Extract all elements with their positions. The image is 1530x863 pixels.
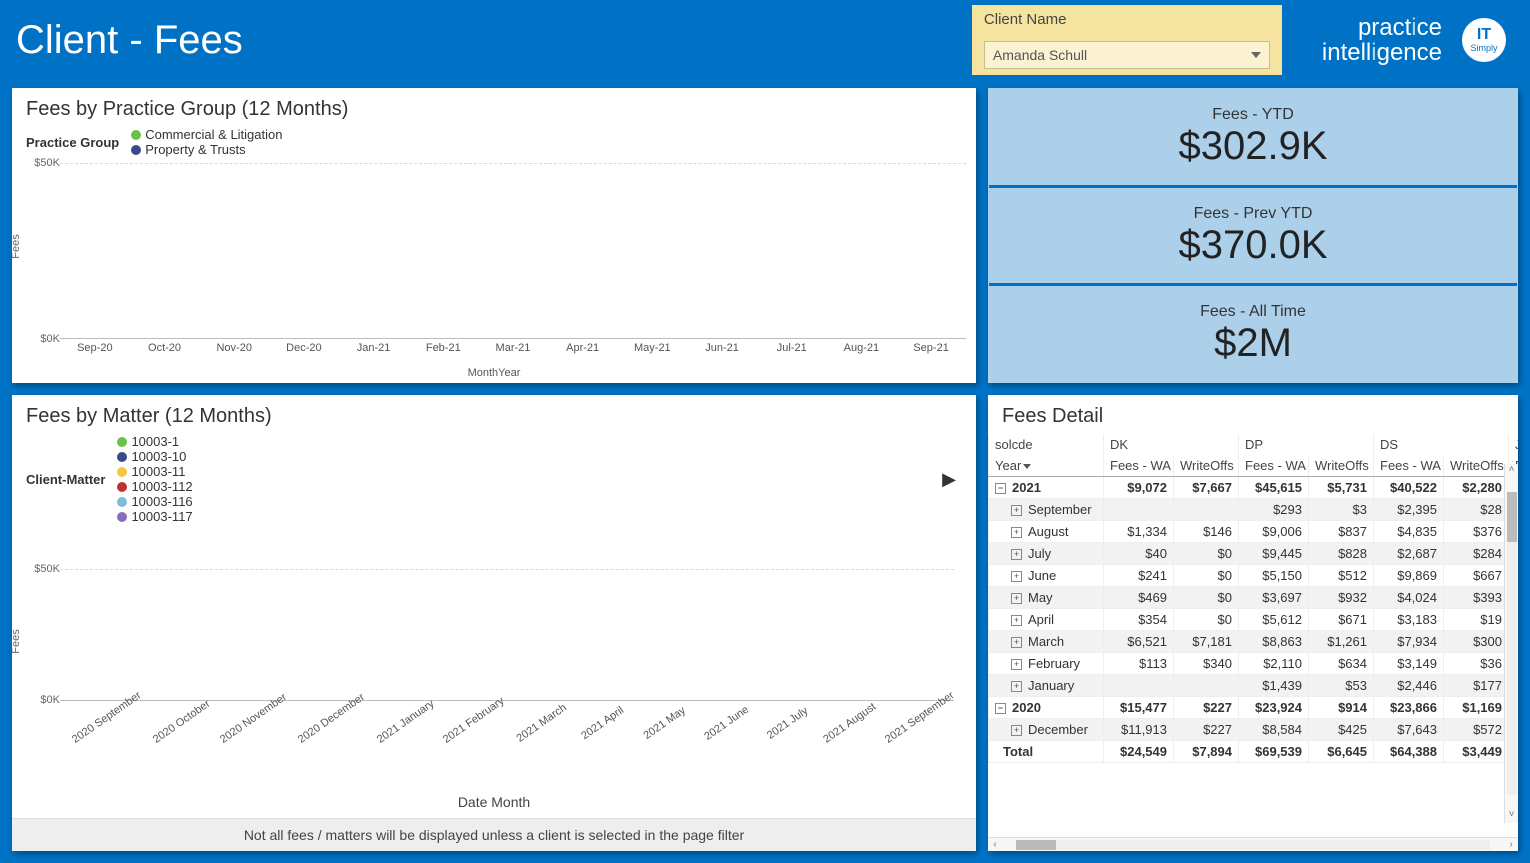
x-label: Sep-20: [60, 339, 130, 367]
x-label: Jun-21: [687, 339, 757, 367]
fees-detail-card: Fees Detail solcdeDKDPDSJDYearFees - WAW…: [988, 395, 1518, 851]
page-title: Client - Fees: [16, 18, 972, 63]
table-row[interactable]: +July$40$0$9,445$828$2,687$284$1,43: [989, 543, 1519, 565]
table-row[interactable]: +August$1,334$146$9,006$837$4,835$376: [989, 521, 1519, 543]
legend-item[interactable]: 10003-117: [117, 509, 192, 524]
kpi-label: Fees - YTD: [1212, 106, 1294, 124]
x-label: Apr-21: [548, 339, 618, 367]
table-row[interactable]: +September$293$3$2,395$28: [989, 499, 1519, 521]
brand: practice intelligence IT Simply: [1322, 15, 1506, 65]
scroll-down-icon[interactable]: ˅: [1509, 809, 1515, 823]
chart2-legend: Client-Matter 10003-1 10003-10 10003-11 …: [12, 434, 976, 530]
x-label: Nov-20: [199, 339, 269, 367]
scroll-up-icon[interactable]: ˄: [1509, 464, 1515, 478]
table-row[interactable]: +February$113$340$2,110$634$3,149$36: [989, 653, 1519, 675]
expand-icon[interactable]: +: [1011, 659, 1022, 670]
chart1-y-label: Fees: [12, 234, 22, 258]
expand-icon[interactable]: +: [1011, 549, 1022, 560]
x-label: Aug-21: [827, 339, 897, 367]
legend-item[interactable]: Commercial & Litigation: [131, 127, 282, 142]
legend-dot-icon: [131, 130, 141, 140]
kpi-1: Fees - Prev YTD $370.0K: [989, 188, 1517, 287]
chart2-area[interactable]: Fees $50K$0K: [12, 530, 976, 790]
x-label: Dec-20: [269, 339, 339, 367]
brand-logo: IT Simply: [1462, 18, 1506, 62]
table-row[interactable]: +January$1,439$53$2,446$177: [989, 675, 1519, 697]
scroll-right-icon[interactable]: ›: [1504, 839, 1518, 850]
expand-icon[interactable]: +: [1011, 681, 1022, 692]
expand-icon[interactable]: +: [1011, 527, 1022, 538]
expand-icon[interactable]: +: [1011, 593, 1022, 604]
scroll-left-icon[interactable]: ‹: [988, 839, 1002, 850]
legend-dot-icon: [117, 437, 127, 447]
sort-icon[interactable]: [1023, 464, 1031, 469]
kpi-value: $370.0K: [1178, 223, 1327, 267]
chart1-area[interactable]: Fees $50K$0K: [12, 163, 976, 367]
fees-detail-table: solcdeDKDPDSJDYearFees - WAWriteOffsFees…: [988, 434, 1518, 763]
fees-by-matter-card: Fees by Matter (12 Months) Client-Matter…: [12, 395, 976, 851]
expand-icon[interactable]: +: [1011, 571, 1022, 582]
chart2-title: Fees by Matter (12 Months): [12, 395, 976, 434]
legend-dot-icon: [117, 497, 127, 507]
client-name-dropdown[interactable]: Amanda Schull: [984, 41, 1270, 69]
expand-icon[interactable]: +: [1011, 505, 1022, 516]
kpi-label: Fees - All Time: [1200, 303, 1306, 321]
legend-item[interactable]: Property & Trusts: [131, 142, 282, 157]
table-row[interactable]: −2020$15,477$227$23,924$914$23,866$1,169…: [989, 697, 1519, 719]
chart2-y-label: Fees: [12, 629, 22, 653]
chart1-legend: Practice Group Commercial & Litigation P…: [12, 127, 976, 163]
legend-item[interactable]: 10003-116: [117, 494, 192, 509]
collapse-icon[interactable]: −: [995, 483, 1006, 494]
client-name-filter: Client Name Amanda Schull: [972, 5, 1282, 75]
x-label: Mar-21: [478, 339, 548, 367]
legend-dot-icon: [117, 482, 127, 492]
collapse-icon[interactable]: −: [995, 703, 1006, 714]
fees-by-practice-group-card: Fees by Practice Group (12 Months) Pract…: [12, 88, 976, 383]
x-label: Sep-21: [896, 339, 966, 367]
fees-detail-title: Fees Detail: [988, 395, 1518, 434]
kpi-value: $2M: [1214, 321, 1292, 365]
chart2-footer-note: Not all fees / matters will be displayed…: [12, 818, 976, 851]
table-total-row: Total$24,549$7,894$69,539$6,645$64,388$3…: [989, 741, 1519, 763]
expand-icon[interactable]: +: [1011, 637, 1022, 648]
x-label: May-21: [618, 339, 688, 367]
expand-icon[interactable]: +: [1011, 725, 1022, 736]
kpi-panel: Fees - YTD $302.9KFees - Prev YTD $370.0…: [988, 88, 1518, 383]
chart1-x-title: MonthYear: [12, 367, 976, 383]
brand-text: practice intelligence: [1322, 15, 1442, 65]
legend-item[interactable]: 10003-1: [117, 434, 192, 449]
chevron-down-icon: [1251, 52, 1261, 58]
expand-icon[interactable]: +: [1011, 615, 1022, 626]
legend-dot-icon: [131, 145, 141, 155]
legend-dot-icon: [117, 452, 127, 462]
kpi-0: Fees - YTD $302.9K: [989, 89, 1517, 188]
legend-item[interactable]: 10003-10: [117, 449, 192, 464]
client-filter-label: Client Name: [984, 11, 1270, 28]
legend-dot-icon: [117, 512, 127, 522]
table-scrollbar-horizontal[interactable]: ‹ ›: [988, 837, 1518, 851]
kpi-value: $302.9K: [1178, 124, 1327, 168]
legend-dot-icon: [117, 467, 127, 477]
x-label: Feb-21: [408, 339, 478, 367]
x-label: Jan-21: [339, 339, 409, 367]
fees-detail-table-wrap[interactable]: solcdeDKDPDSJDYearFees - WAWriteOffsFees…: [988, 434, 1518, 837]
kpi-label: Fees - Prev YTD: [1194, 205, 1313, 223]
table-row[interactable]: +December$11,913$227$8,584$425$7,643$572…: [989, 719, 1519, 741]
x-label: Jul-21: [757, 339, 827, 367]
x-label: Oct-20: [130, 339, 200, 367]
table-scrollbar-vertical[interactable]: ˄ ˅: [1504, 464, 1518, 823]
table-row[interactable]: −2021$9,072$7,667$45,615$5,731$40,522$2,…: [989, 477, 1519, 499]
legend-item[interactable]: 10003-11: [117, 464, 192, 479]
table-row[interactable]: +April$354$0$5,612$671$3,183$19$1,75: [989, 609, 1519, 631]
table-row[interactable]: +March$6,521$7,181$8,863$1,261$7,934$300: [989, 631, 1519, 653]
chart1-title: Fees by Practice Group (12 Months): [12, 88, 976, 127]
table-row[interactable]: +June$241$0$5,150$512$9,869$667$5,89: [989, 565, 1519, 587]
legend-more-button[interactable]: ▶: [936, 469, 962, 490]
client-name-value: Amanda Schull: [993, 47, 1087, 63]
table-row[interactable]: +May$469$0$3,697$932$4,024$393$73: [989, 587, 1519, 609]
kpi-2: Fees - All Time $2M: [989, 286, 1517, 382]
legend-item[interactable]: 10003-112: [117, 479, 192, 494]
